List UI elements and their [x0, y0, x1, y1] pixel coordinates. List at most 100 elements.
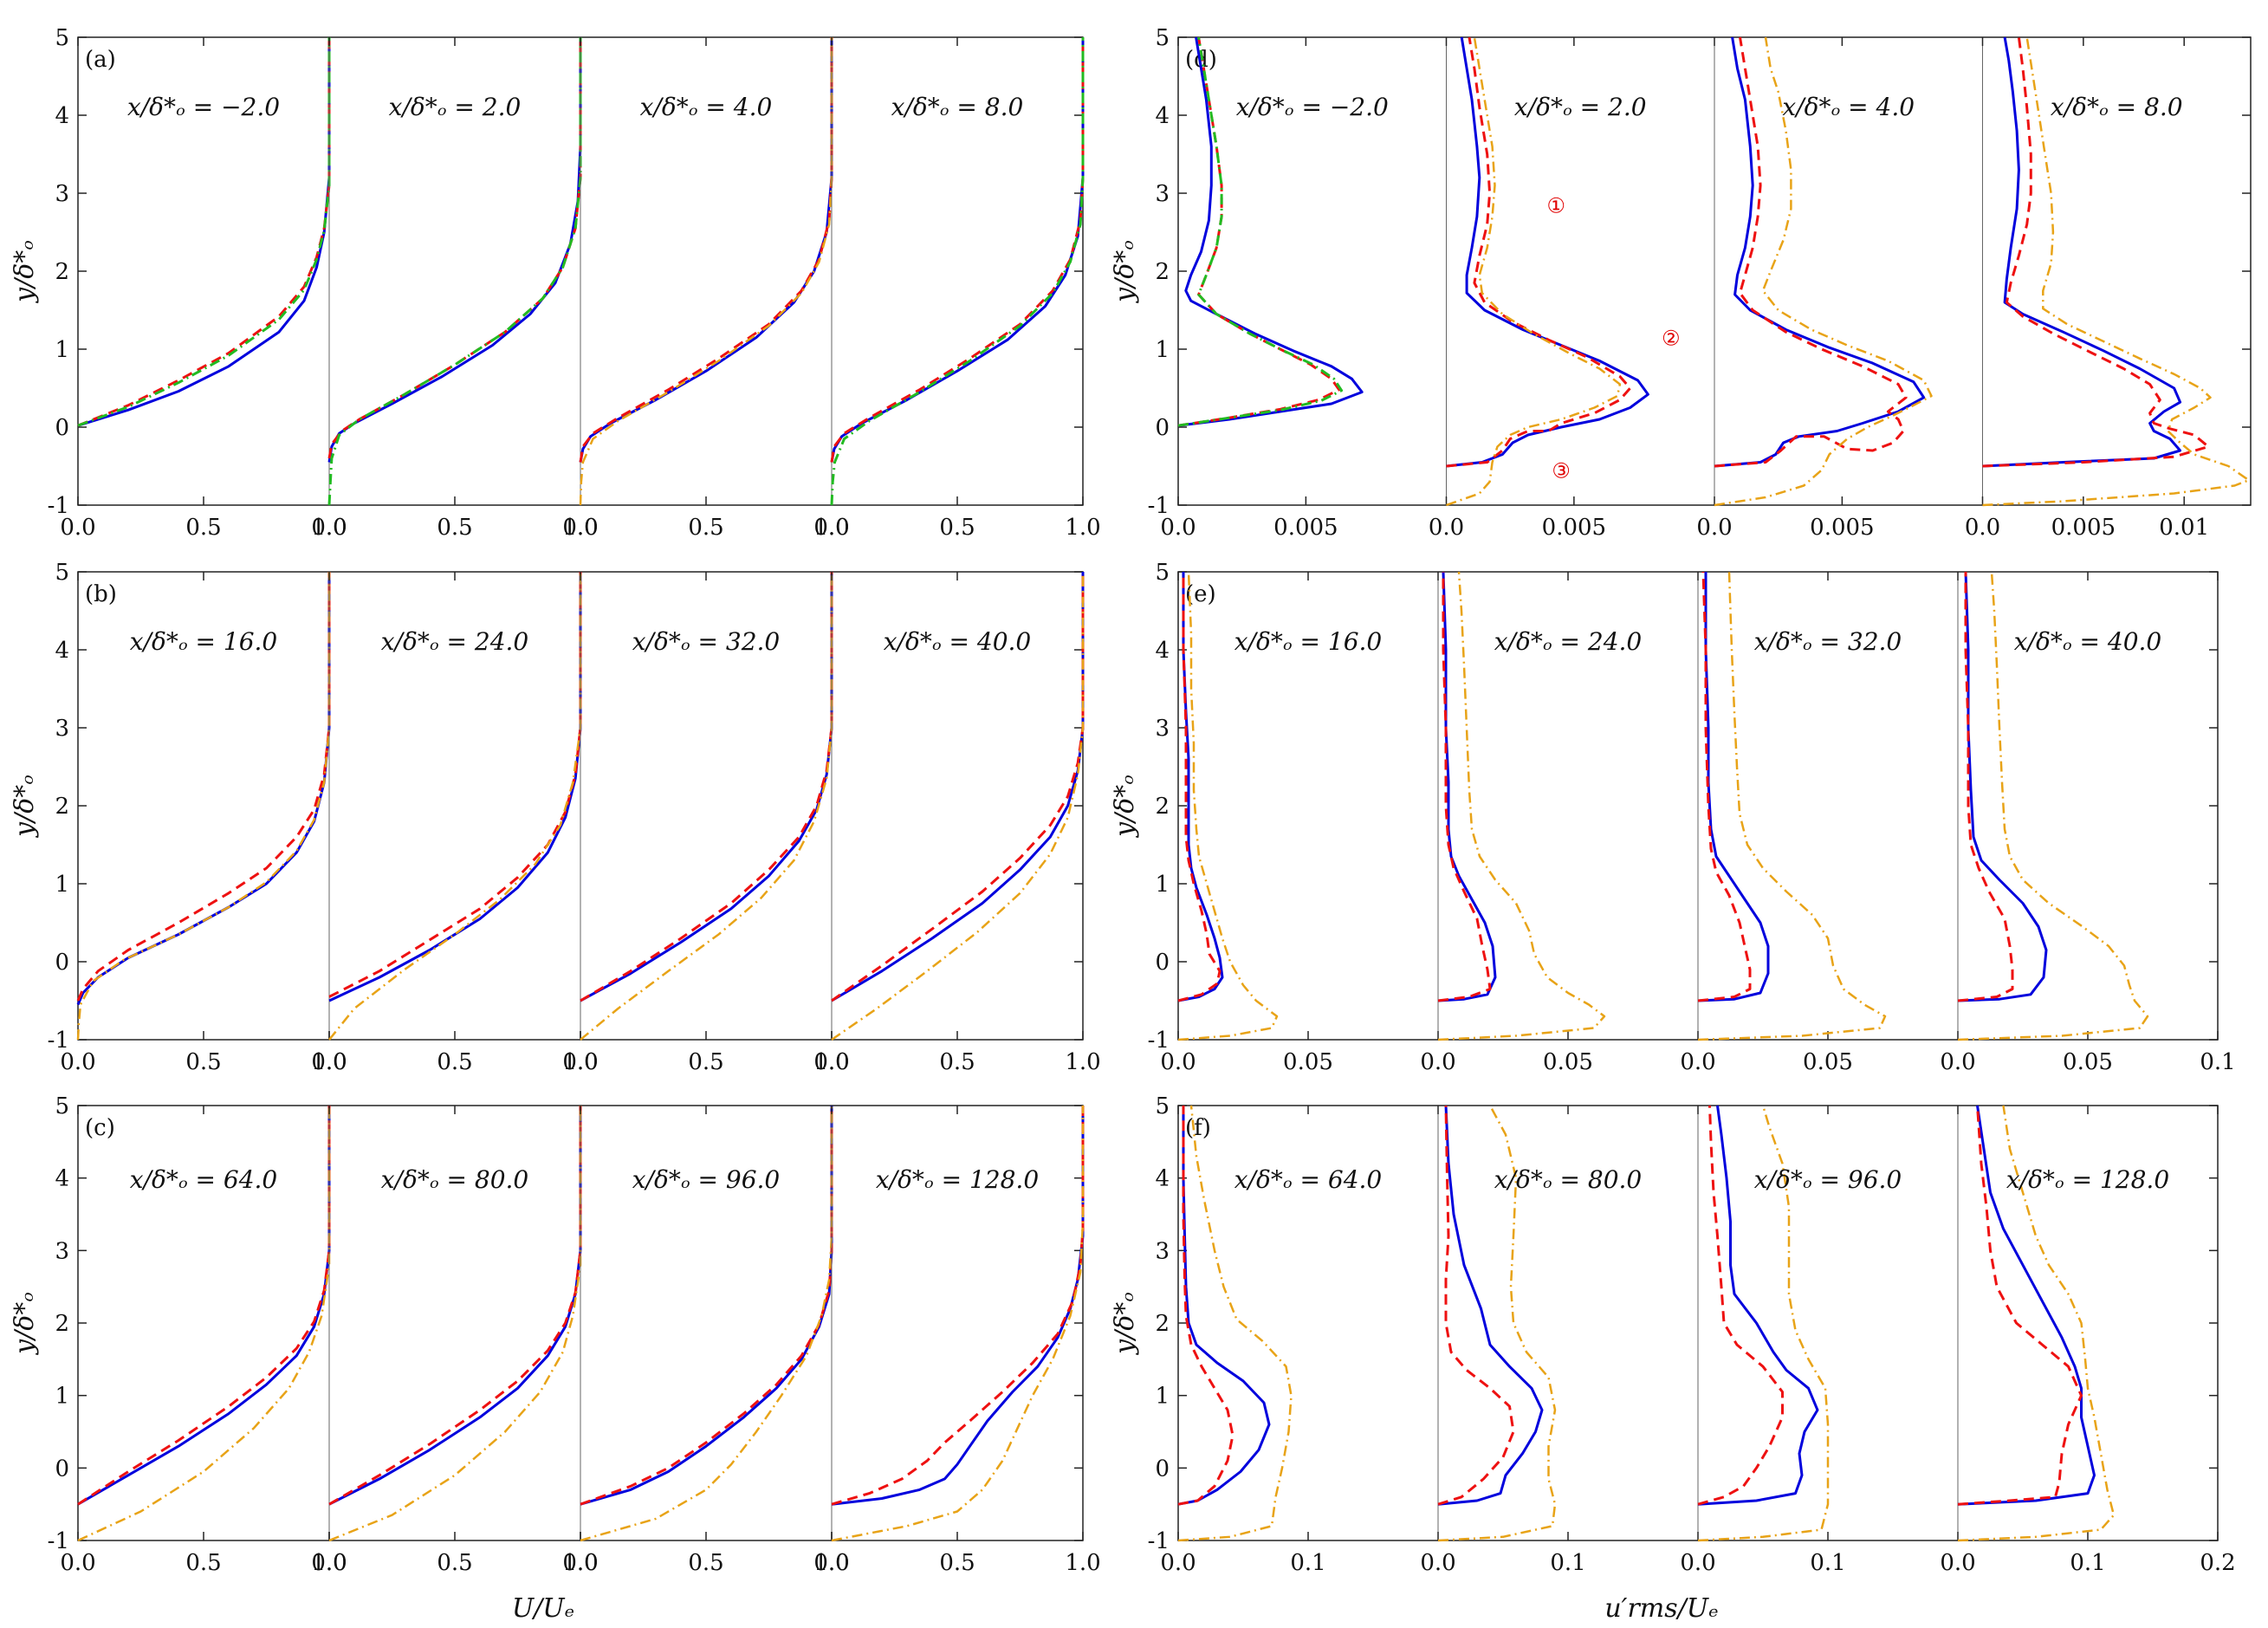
subplot-title: x/δ*ₒ = 24.0: [381, 627, 528, 656]
y-tick-label: 0: [55, 415, 69, 441]
panel-f: (f) -1 0 1 2 3 4 5 y/δ*ₒ 0.0 0.1 x/δ*ₒ = 64.0 0.0 0.1…: [1110, 1093, 2236, 1576]
x-tick-label: 0.005: [1810, 515, 1874, 541]
x-tick-label: 0.5: [939, 1550, 975, 1576]
x-tick-label: 1.0: [1065, 1550, 1100, 1576]
subplot-title: x/δ*ₒ = 8.0: [2051, 93, 2183, 121]
y-tick-label: 4: [1155, 638, 1170, 664]
y-tick-label: 0: [1155, 1456, 1170, 1482]
y-tick-label: 2: [1155, 1311, 1170, 1337]
x-tick-label: 0.5: [437, 1550, 472, 1576]
series-dashed-line: [1697, 1105, 1784, 1506]
subplot: 0.0 0.05 x/δ*ₒ = 32.0: [1680, 571, 1902, 1075]
y-tick-label: 1: [1155, 872, 1170, 898]
subplot: 0.0 0.5 1.0 x/δ*ₒ = 80.0: [311, 1106, 599, 1576]
annotation-marker: ③: [1552, 459, 1571, 483]
y-axis-label: y/δ*ₒ: [10, 1292, 40, 1356]
series-dashdot-line: [1177, 571, 1279, 1041]
x-tick-label: 0.5: [185, 1049, 221, 1075]
y-tick-label: 1: [55, 872, 69, 898]
subplot: 0.0 0.5 1.0 x/δ*ₒ = 8.0: [813, 37, 1101, 541]
y-tick-label: 3: [1155, 1238, 1170, 1264]
x-tick-label: 0.5: [939, 1049, 975, 1075]
series-solid-line: [1437, 1105, 1544, 1506]
subplot: 0.0 0.5 1.0 x/δ*ₒ = 96.0: [562, 1106, 850, 1576]
series-solid-line: [1446, 36, 1649, 468]
y-tick-label: 1: [55, 1384, 69, 1410]
series-dashed-line: [328, 1106, 582, 1506]
x-tick-label: 1.0: [562, 515, 598, 541]
y-tick-label: 2: [55, 259, 69, 285]
subplot: 0.0 0.05 0.1 x/δ*ₒ = 40.0: [1940, 571, 2236, 1075]
subplot-title: x/δ*ₒ = 16.0: [1234, 627, 1382, 656]
y-tick-label: 5: [1155, 25, 1170, 51]
x-tick-label: 0.0: [1940, 1049, 1975, 1075]
x-tick-label: 1.0: [1065, 1049, 1100, 1075]
x-tick-label: 0.1: [2200, 1049, 2235, 1075]
subplot: 0.0 0.005 x/δ*ₒ = 2.0: [1429, 36, 1649, 541]
subplot: 0.0 0.1 x/δ*ₒ = 80.0: [1420, 1105, 1642, 1576]
x-tick-label: 0.0: [1940, 1550, 1975, 1576]
x-tick-label: 0.0: [1160, 515, 1196, 541]
subplot-title: x/δ*ₒ = 32.0: [1754, 627, 1902, 656]
y-tick-label: 3: [1155, 181, 1170, 207]
series-dashdot-line: [831, 1106, 1085, 1542]
series-dashed-line: [831, 1106, 1085, 1506]
series-dashdot-line: [77, 1106, 331, 1542]
series-dashed-line: [1957, 1105, 2083, 1506]
y-tick-label: 4: [1155, 103, 1170, 129]
y-tick-label: 5: [1155, 1093, 1170, 1119]
x-tick-label: 0.005: [2051, 515, 2116, 541]
y-tick-label: 3: [55, 716, 69, 742]
series-dashdot-line: [1697, 1105, 1830, 1542]
y-tick-label: 0: [55, 950, 69, 976]
series-dashed-line: [1957, 572, 2014, 1002]
series-dashed-line: [1982, 36, 2210, 468]
x-tick-label: 0.0: [562, 515, 598, 541]
x-tick-label: 0.0: [60, 1049, 95, 1075]
x-tick-label: 0.1: [2070, 1550, 2105, 1576]
subplot: 0.0 0.1 x/δ*ₒ = 96.0: [1680, 1105, 1902, 1576]
series-dashed-line: [328, 572, 582, 998]
subplot-title: x/δ*ₒ = 4.0: [640, 93, 773, 121]
x-tick-label: 1.0: [562, 1550, 598, 1576]
subplot-title: x/δ*ₒ = 8.0: [891, 93, 1024, 121]
series-dashdot-line: [1957, 571, 2149, 1041]
subplot-title: x/δ*ₒ = −2.0: [1236, 93, 1389, 121]
subplot-title: x/δ*ₒ = 40.0: [884, 627, 1031, 656]
subplot: 0.0 0.5 1.0 x/δ*ₒ = −2.0: [60, 37, 347, 541]
series-dashed-line: [580, 1106, 833, 1506]
y-tick-label: -1: [48, 493, 69, 519]
x-tick-label: 0.0: [1965, 515, 2000, 541]
x-tick-label: 0.0: [1429, 515, 1464, 541]
x-tick-label: 0.01: [2159, 515, 2209, 541]
subplot: 0.0 0.005 0.01 x/δ*ₒ = 8.0: [1965, 36, 2250, 541]
x-tick-label: 0.0: [1420, 1049, 1455, 1075]
x-tick-label: 0.0: [60, 515, 95, 541]
x-tick-label: 0.0: [813, 1550, 849, 1576]
y-tick-label: -1: [48, 1528, 69, 1554]
subplot: 0.0 0.5 1.0 x/δ*ₒ = 64.0: [60, 1106, 347, 1576]
series-dashdot-line: [328, 1106, 582, 1542]
y-axis-label: y/δ*ₒ: [1110, 1292, 1140, 1356]
series-dashdot-line: [1697, 571, 1887, 1041]
subplot: 0.0 0.005 x/δ*ₒ = −2.0: [1160, 36, 1389, 541]
series-dashdot-line: [579, 37, 833, 506]
series-dashdot-line: [1446, 36, 1622, 507]
x-tick-label: 0.0: [813, 515, 849, 541]
x-tick-label: 0.5: [437, 515, 472, 541]
subplot: 0.0 0.5 1.0 x/δ*ₒ = 4.0: [562, 37, 850, 541]
y-axis-label: y/δ*ₒ: [10, 775, 40, 839]
subplot: 0.0 0.5 1.0 x/δ*ₒ = 128.0: [813, 1106, 1101, 1576]
series-dashdot-line: [76, 572, 331, 1041]
x-tick-label: 0.05: [2063, 1049, 2113, 1075]
series-solid-line: [1697, 1105, 1819, 1506]
x-tick-label: 1.0: [311, 1550, 347, 1576]
x-axis-label-right: u′rms/Uₑ: [1604, 1593, 1718, 1624]
y-tick-label: 4: [55, 1166, 69, 1192]
subplot-title: x/δ*ₒ = −2.0: [127, 93, 280, 121]
subplot: 0.0 0.5 1.0 x/δ*ₒ = 16.0: [60, 572, 347, 1075]
subplot: 0.0 0.1 x/δ*ₒ = 64.0: [1160, 1105, 1382, 1576]
